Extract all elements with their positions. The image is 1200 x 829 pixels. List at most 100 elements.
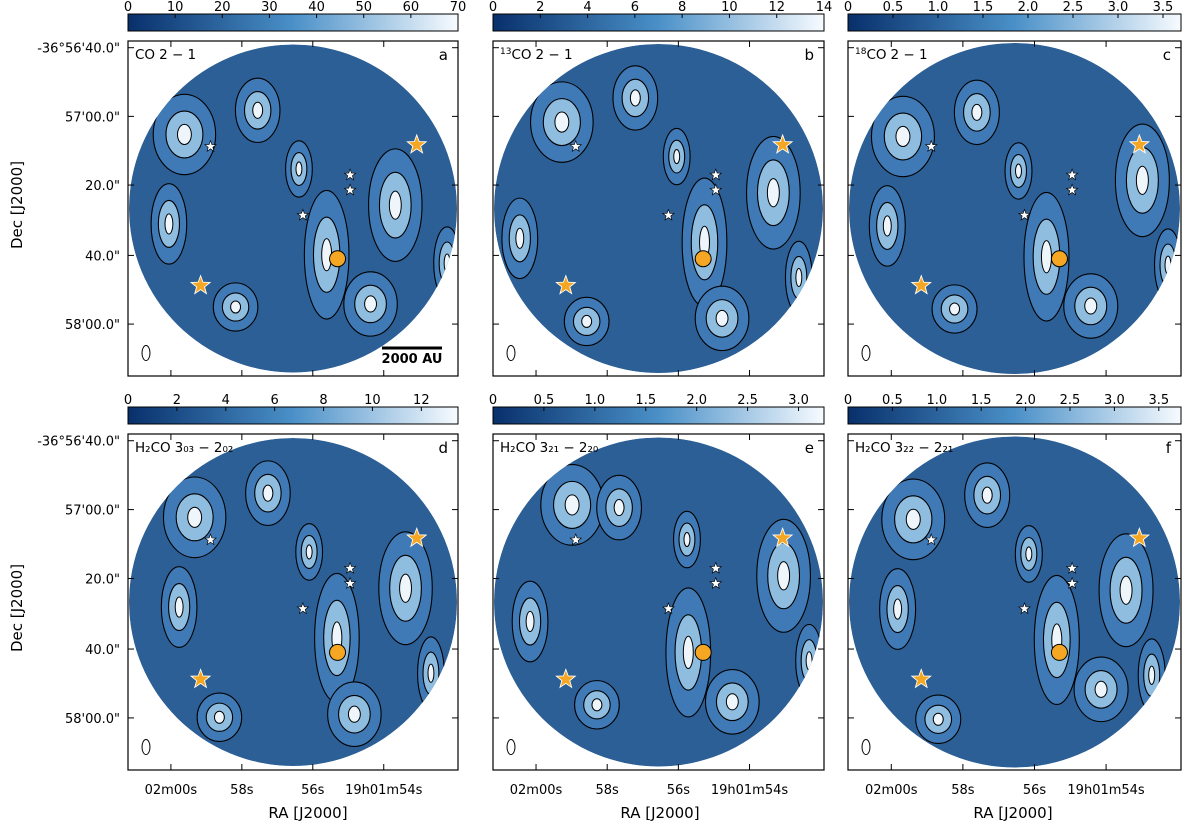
peak-dot-marker [329, 643, 347, 661]
colorbar-tick-label: 2.0 [1018, 0, 1039, 15]
colorbar-tick-label: 70 [450, 0, 467, 15]
contour-peak [388, 190, 402, 220]
dec-tick-label: 20.0" [85, 572, 120, 587]
colorbar-tick-label: 0 [124, 393, 132, 408]
colorbar-tick-label: 1.5 [971, 393, 992, 408]
contour-peak [187, 506, 203, 528]
scale-bar-label: 2000 AU [382, 352, 443, 367]
beam-ellipse [861, 345, 871, 361]
beam-ellipse [141, 345, 151, 361]
contour-peak [1084, 297, 1098, 315]
panel-letter: b [804, 46, 814, 64]
panel-b: 0 2 4 6 8 10 12 14 13CO 2 − 1 b [489, 0, 833, 377]
dec-tick-label: 57'00.0" [65, 110, 120, 125]
dec-tick-label: 20.0" [85, 179, 120, 194]
dec-tick-labels-top: -36°56'40.0" 57'00.0" 20.0" 40.0" 58'00.0" [37, 42, 120, 333]
label-superscript: 18 [855, 47, 867, 57]
contour-peak [364, 295, 377, 313]
colorbar-b [492, 13, 825, 32]
dec-tick-label: 58'00.0" [65, 318, 120, 333]
contour-peak [164, 213, 174, 235]
contour-peak [683, 531, 691, 548]
intensity-map [494, 437, 823, 767]
label-transition: 3₀₃ − 2₀₂ [175, 440, 234, 456]
panel-letter: c [1163, 46, 1171, 64]
colorbar-tick-label: 0 [844, 393, 852, 408]
colorbar-tick-label: 50 [355, 0, 372, 15]
contour-peak [305, 544, 313, 560]
contour-peak [591, 698, 603, 712]
contour-peak [971, 103, 983, 121]
panel-line-label: 18CO 2 − 1 [855, 47, 928, 63]
panel-e: 0 0.5 1.0 1.5 2.0 2.5 3.0 H₂CO 3₂₁ − 2₂₀ e [489, 393, 825, 771]
beam-ellipse [506, 739, 516, 755]
contour-peak [613, 499, 625, 517]
dec-tick-label: 57'00.0" [65, 504, 120, 519]
colorbar-tick-label: 1.5 [635, 393, 656, 408]
label-molecule: H₂CO [855, 440, 891, 456]
ra-tick-label: 19h01m54s [711, 783, 789, 798]
label-molecule: CO [511, 47, 531, 63]
contour-peak [295, 161, 303, 177]
panel-frame [492, 433, 825, 771]
label-transition: 2 − 1 [536, 47, 573, 63]
contour-peak [981, 486, 993, 504]
colorbar-tick-label: 0 [489, 393, 497, 408]
contour-peak [1119, 575, 1133, 605]
x-axis-label-2: RA [J2000] [620, 804, 699, 822]
dec-tick-label: 58'00.0" [65, 712, 120, 727]
colorbar-tick-label: 0 [124, 0, 132, 15]
peak-dot-marker [329, 250, 347, 268]
contour-peak [1135, 165, 1149, 195]
ra-tick-label: 56s [301, 783, 325, 798]
colorbar-tick-label: 8 [678, 0, 686, 15]
colorbar-tick-label: 0.5 [883, 0, 904, 15]
ra-tick-label: 19h01m54s [345, 783, 423, 798]
colorbar-tick-label: 20 [214, 0, 231, 15]
panel-frame [847, 433, 1182, 771]
panel-frame [492, 40, 825, 377]
panel-f: 0 0.5 1.0 1.5 2.0 2.5 3.0 3.5 H₂CO 3₂₂ − 2₂₁ f [844, 393, 1182, 771]
contour-peak [262, 484, 274, 502]
contour-peak [777, 561, 791, 591]
ra-tick-label: 56s [1023, 783, 1047, 798]
ra-tick-label: 19h01m54s [1067, 783, 1145, 798]
dec-tick-label: -36°56'40.0" [37, 42, 120, 57]
intensity-map [849, 43, 1180, 374]
beam-ellipse [141, 739, 151, 755]
colorbar-c [847, 13, 1182, 32]
intensity-map [849, 436, 1180, 768]
panel-frame [847, 40, 1182, 377]
contour-peak [905, 508, 921, 530]
colorbar-tick-label: 2 [536, 0, 544, 15]
colorbar-tick-label: 0 [489, 0, 497, 15]
y-axis-label-top: Dec [J2000] [8, 161, 26, 249]
colorbar-tick-label: 3.0 [788, 393, 809, 408]
panel-d: 0 2 4 6 8 10 12 H₂CO 3₀₃ − 2₀₂ d [124, 393, 459, 771]
intensity-map [129, 44, 457, 373]
panel-line-label: H₂CO 3₀₃ − 2₀₂ [135, 440, 233, 456]
colorbar-tick-label: 14 [816, 0, 833, 15]
colorbar-tick-label: 40 [308, 0, 325, 15]
ra-tick-label: 02m00s [145, 783, 198, 798]
contour-peak [515, 227, 525, 249]
contour-peak [766, 178, 780, 208]
contour-peak [174, 596, 184, 618]
ra-tick-label: 56s [667, 783, 691, 798]
colorbar-tick-label: 1.0 [926, 393, 947, 408]
x-axis-label-1: RA [J2000] [268, 804, 347, 822]
colorbar-tick-label: 30 [261, 0, 278, 15]
contour-peak [230, 300, 242, 314]
panel-letter: a [439, 46, 448, 64]
intensity-map [129, 438, 457, 766]
label-transition: 3₂₂ − 2₂₁ [895, 440, 954, 456]
contour-peak [795, 267, 803, 288]
label-transition: 2 − 1 [891, 47, 928, 63]
contour-peak [177, 123, 192, 146]
colorbar-tick-label: 0.5 [534, 393, 555, 408]
colorbar-tick-label: 2.0 [686, 393, 707, 408]
colorbar-tick-label: 12 [413, 393, 430, 408]
colorbar-tick-label: 2.5 [1063, 0, 1084, 15]
